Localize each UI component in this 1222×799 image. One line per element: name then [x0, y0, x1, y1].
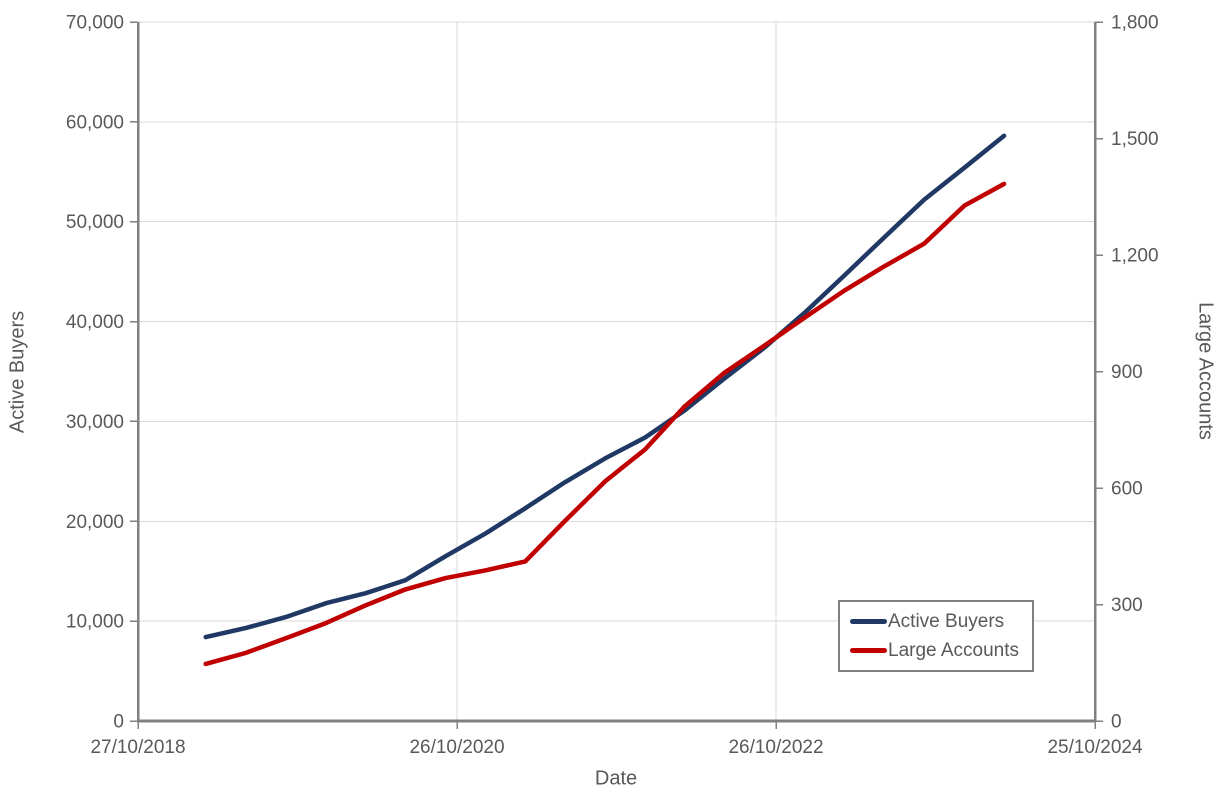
- series-line-large-accounts: [203, 181, 1007, 667]
- legend-label: Active Buyers: [888, 610, 1005, 632]
- left-axis-title: Active Buyers: [6, 310, 29, 434]
- right-axis-tick-label: 600: [1111, 479, 1143, 500]
- x-axis-tick-label: 26/10/2022: [728, 737, 823, 758]
- left-axis-tick-label: 50,000: [66, 212, 124, 233]
- left-axis-tick-label: 20,000: [66, 512, 124, 533]
- legend-item: Active Buyers: [850, 611, 1032, 633]
- left-axis-tick-label: 10,000: [66, 612, 124, 633]
- right-axis-tick-label: 300: [1111, 595, 1143, 616]
- series-line-active-buyers: [203, 133, 1007, 640]
- left-axis-tick-label: 0: [113, 712, 124, 733]
- x-axis-tick-label: 27/10/2018: [90, 737, 185, 758]
- right-axis-title: Large Accounts: [1194, 302, 1217, 440]
- legend-item: Large Accounts: [850, 640, 1032, 662]
- right-axis-tick-label: 1,500: [1111, 129, 1159, 150]
- legend-line-swatch: [850, 648, 887, 653]
- left-axis-tick-label: 30,000: [66, 412, 124, 433]
- right-axis-tick-label: 1,200: [1111, 246, 1159, 267]
- right-axis-tick-label: 900: [1111, 362, 1143, 383]
- right-axis-tick-label: 1,800: [1111, 13, 1159, 34]
- legend: Active Buyers Large Accounts: [838, 600, 1034, 672]
- right-axis-tick-label: 0: [1111, 712, 1122, 733]
- x-axis-tick-label: 26/10/2020: [409, 737, 504, 758]
- x-axis-tick-label: 25/10/2024: [1047, 737, 1143, 758]
- legend-label: Large Accounts: [888, 639, 1019, 661]
- legend-line-swatch: [850, 619, 887, 624]
- left-axis-tick-label: 60,000: [66, 112, 124, 133]
- x-axis-title: Date: [594, 767, 638, 790]
- left-axis-tick-label: 70,000: [66, 13, 124, 34]
- left-axis-tick-label: 40,000: [66, 312, 124, 333]
